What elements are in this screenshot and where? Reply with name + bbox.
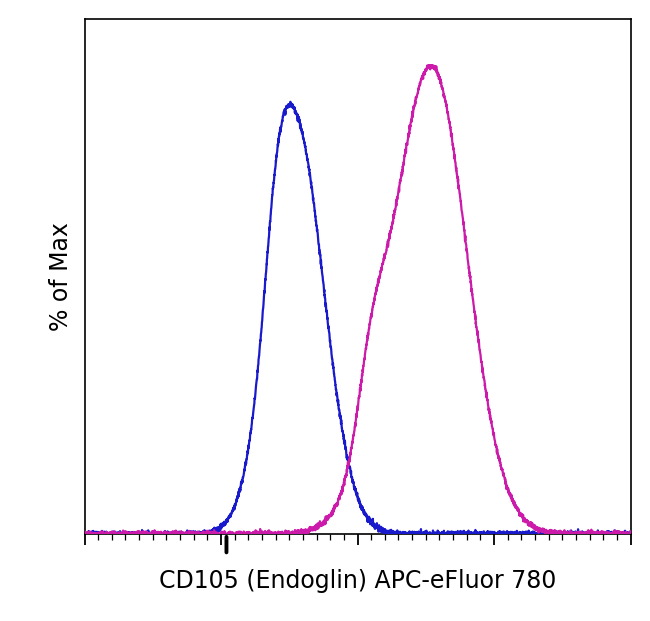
Y-axis label: % of Max: % of Max <box>49 222 73 331</box>
X-axis label: CD105 (Endoglin) APC-eFluor 780: CD105 (Endoglin) APC-eFluor 780 <box>159 569 556 594</box>
